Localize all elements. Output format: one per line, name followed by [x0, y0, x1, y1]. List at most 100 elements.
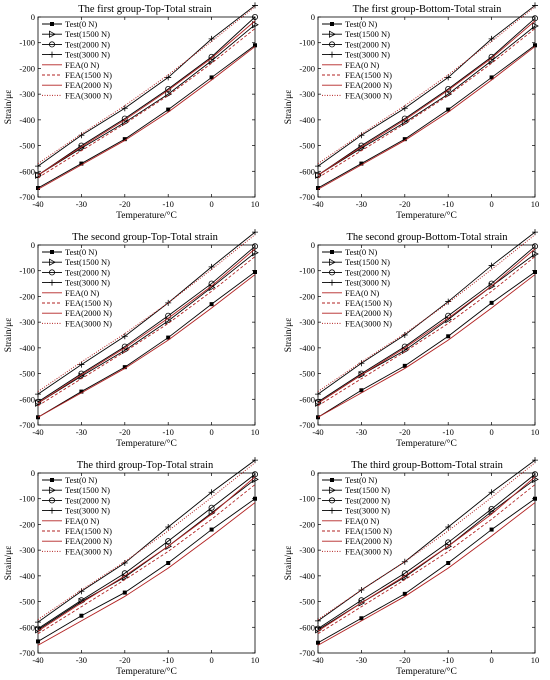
x-tick-label: -40	[312, 199, 323, 209]
chart-panel-4: The second group-Bottom-Total strain -700…	[284, 229, 539, 449]
y-tick-label: -200	[19, 63, 35, 73]
y-tick-label: -200	[19, 519, 35, 529]
legend-label: FEA(1500 N)	[345, 298, 392, 308]
series-line-7	[317, 476, 536, 632]
series-line-6	[317, 484, 536, 635]
legend-label: FEA(3000 N)	[65, 546, 112, 556]
legend-entry: FEA(2000 N)	[322, 536, 392, 546]
y-tick-label: -300	[19, 317, 35, 327]
data-point	[252, 457, 258, 464]
x-tick-label: -40	[312, 427, 323, 437]
data-point	[445, 74, 452, 81]
x-tick-label: -30	[76, 427, 87, 437]
legend-entry: FEA(3000 N)	[322, 90, 392, 100]
x-tick-label: -20	[399, 427, 410, 437]
legend-label: FEA(2000 N)	[345, 536, 392, 546]
y-tick-label: -200	[299, 291, 315, 301]
x-tick-label: -10	[443, 655, 454, 665]
chart-panel-3: The second group-Top-Total strain -700 -60…	[4, 229, 259, 449]
series-line-2	[37, 479, 256, 631]
data-point	[35, 619, 41, 626]
data-point	[315, 163, 321, 170]
y-tick-label: -500	[19, 597, 35, 607]
legend-label: Test(0 N)	[345, 19, 377, 29]
legend-label: FEA(0 N)	[65, 288, 99, 298]
series-line-3	[37, 16, 256, 176]
legend-entry: Test(1500 N)	[42, 485, 110, 495]
legend-marker	[328, 497, 335, 504]
legend-entry: FEA(3000 N)	[42, 90, 112, 100]
legend-label: FEA(1500 N)	[345, 70, 392, 80]
data-point	[165, 542, 173, 550]
y-tick-label: -400	[299, 343, 315, 353]
data-point	[121, 333, 128, 340]
data-point	[488, 262, 495, 269]
y-tick-label: -600	[299, 394, 315, 404]
legend-label: FEA(3000 N)	[65, 90, 112, 100]
chart-panel-5: The third group-Top-Total strain -700 -600…	[4, 457, 259, 677]
data-point	[401, 105, 408, 112]
legend-label: FEA(1500 N)	[65, 298, 112, 308]
x-axis-label: Temperature/°C	[116, 210, 177, 221]
data-point	[445, 298, 452, 305]
data-point	[252, 2, 258, 9]
data-point	[489, 300, 494, 305]
y-tick-label: -400	[299, 115, 315, 125]
series-line-5	[317, 46, 536, 190]
data-point	[359, 161, 364, 166]
chart-title: The third group-Bottom-Total strain	[351, 460, 504, 471]
x-tick-label: 0	[489, 427, 493, 437]
y-axis-label: Strain/με	[4, 546, 14, 580]
legend-entry: FEA(0 N)	[42, 516, 99, 526]
plot-frame	[37, 16, 256, 198]
x-tick-label: 0	[209, 655, 213, 665]
legend-label: Test(1500 N)	[345, 29, 390, 39]
series-line-6	[317, 256, 536, 407]
y-tick-label: -600	[19, 622, 35, 632]
legend-label: FEA(2000 N)	[65, 80, 112, 90]
legend-entry: Test(2000 N)	[322, 267, 390, 277]
legend-label: Test(2000 N)	[65, 267, 110, 277]
y-tick-label: -300	[19, 545, 35, 555]
x-tick-label: 10	[531, 199, 540, 209]
series-line-4	[37, 459, 256, 623]
series-line-8	[37, 6, 256, 164]
y-tick-label: -500	[299, 369, 315, 379]
legend-entry: Test(2000 N)	[322, 39, 390, 49]
series-line-7	[317, 20, 536, 176]
legend-label: FEA(0 N)	[65, 60, 99, 70]
legend-marker	[49, 269, 56, 276]
legend-label: Test(1500 N)	[65, 257, 110, 267]
legend-entry: FEA(0 N)	[322, 288, 379, 298]
legend-entry: FEA(3000 N)	[322, 546, 392, 556]
legend-label: Test(1500 N)	[65, 29, 110, 39]
y-tick-label: -300	[299, 317, 315, 327]
legend-marker	[328, 41, 335, 48]
legend-label: FEA(0 N)	[345, 288, 379, 298]
y-tick-label: -500	[299, 597, 315, 607]
legend-entry: Test(1500 N)	[322, 485, 390, 495]
data-point	[532, 457, 538, 464]
y-tick-label: -100	[19, 494, 35, 504]
data-point	[401, 332, 408, 338]
data-point	[122, 590, 127, 595]
x-tick-label: 10	[531, 655, 540, 665]
y-tick-label: -600	[299, 166, 315, 176]
x-tick-label: 0	[209, 427, 213, 437]
x-tick-label: 10	[251, 427, 260, 437]
legend-marker	[49, 279, 55, 286]
data-point	[488, 505, 495, 512]
series-line-1	[317, 498, 536, 644]
data-point	[488, 282, 496, 290]
chart-panel-2: The first group-Bottom-Total strain-700-…	[284, 2, 539, 221]
data-point	[78, 361, 85, 368]
series-line-7	[37, 20, 256, 176]
series-line-3	[37, 245, 256, 403]
y-tick-label: -700	[19, 420, 35, 430]
series-line-4	[37, 231, 256, 395]
chart-title: The first group-Top-Total strain	[78, 4, 212, 15]
legend-label: Test(0 N)	[65, 247, 97, 257]
legend-marker	[329, 486, 336, 494]
data-point	[252, 229, 258, 236]
